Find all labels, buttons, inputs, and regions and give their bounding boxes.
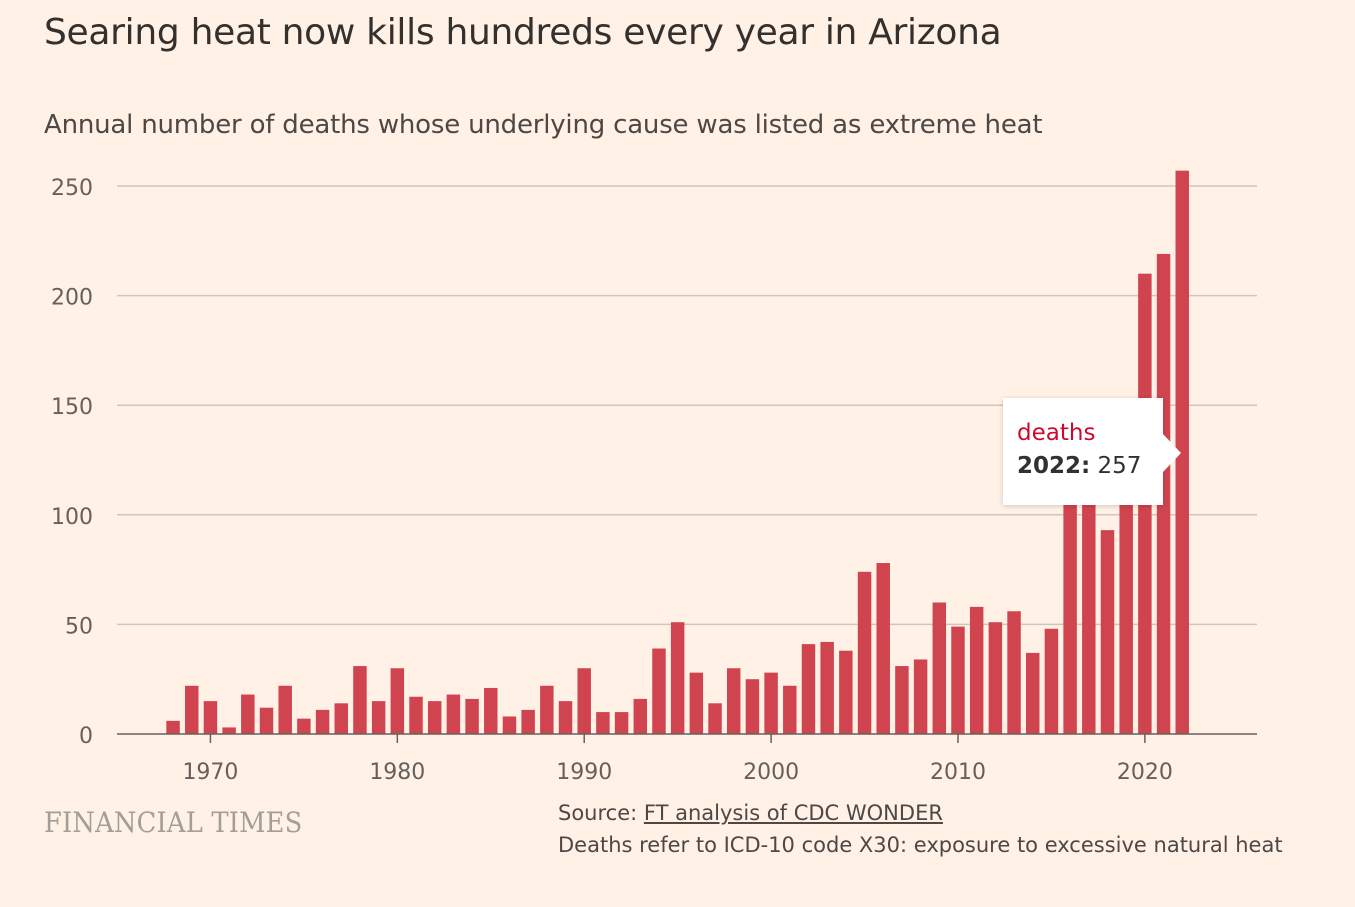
bar-2018 (1100, 530, 1115, 734)
bar-1992 (614, 712, 629, 734)
bar-2010 (951, 626, 965, 734)
bar-2013 (1007, 611, 1021, 734)
tooltip: deaths 2022: 257 (1003, 398, 1181, 505)
chart-title: Searing heat now kills hundreds every ye… (44, 12, 1002, 53)
bars (166, 170, 1189, 734)
bar-2007 (895, 666, 909, 734)
bar-1998 (726, 668, 741, 734)
bar-1982 (427, 701, 442, 734)
bar-1973 (259, 707, 274, 734)
bar-2008 (913, 659, 928, 734)
bar-2021 (1156, 253, 1171, 734)
y-tick-label-0: 0 (79, 724, 93, 749)
bar-2012 (988, 622, 1003, 734)
y-axis-labels: 0 50 100 150 200 250 (51, 176, 93, 749)
bar-2009 (932, 602, 947, 734)
x-tick-label-2010: 2010 (930, 760, 986, 785)
bar-2011 (969, 606, 984, 734)
bar-1979 (371, 701, 386, 734)
bar-1971 (222, 727, 236, 734)
bar-1981 (409, 696, 423, 734)
y-tick-label-50: 50 (65, 614, 93, 639)
bar-1987 (521, 709, 535, 734)
tooltip-year: 2022: (1017, 453, 1091, 479)
bar-1968 (166, 720, 180, 734)
bar-1990 (577, 668, 591, 734)
bar-1988 (540, 685, 554, 734)
bar-1975 (297, 718, 311, 734)
bar-2006 (876, 563, 890, 734)
bar-1995 (670, 622, 685, 734)
bar-2017 (1082, 492, 1096, 734)
y-tick-label-200: 200 (51, 286, 93, 311)
bar-2019 (1119, 492, 1133, 734)
bar-2000 (764, 672, 778, 734)
bar-1986 (502, 716, 517, 734)
y-tick-label-150: 150 (51, 395, 93, 420)
bar-1983 (446, 694, 461, 734)
bar-1974 (278, 685, 292, 734)
bar-2002 (801, 644, 816, 734)
tooltip-arrow (1163, 434, 1181, 472)
bar-1972 (241, 694, 255, 734)
bar-1996 (689, 672, 704, 734)
tooltip-value-line: 2022: 257 (1017, 448, 1149, 484)
bar-1997 (708, 703, 722, 734)
source-link[interactable]: FT analysis of CDC WONDER (643, 801, 943, 825)
tooltip-series-name: deaths (1017, 420, 1096, 446)
bar-2015 (1044, 628, 1059, 734)
y-tick-label-100: 100 (51, 505, 93, 530)
bar-1978 (353, 666, 367, 734)
x-tick-label-2020: 2020 (1117, 760, 1173, 785)
bar-2004 (839, 650, 853, 734)
bar-1969 (185, 685, 199, 734)
x-tick-label-1970: 1970 (182, 760, 238, 785)
bar-1989 (558, 701, 573, 734)
bar-1984 (465, 698, 479, 734)
x-tick-label-2000: 2000 (743, 760, 799, 785)
bar-2001 (783, 685, 797, 734)
bar-1991 (596, 712, 610, 734)
source-footnote: Deaths refer to ICD-10 code X30: exposur… (558, 833, 1283, 857)
bar-1976 (315, 709, 330, 734)
chart-subtitle: Annual number of deaths whose underlying… (44, 110, 1043, 140)
bar-1993 (633, 698, 648, 734)
bar-2014 (1026, 652, 1040, 734)
bar-1994 (652, 648, 666, 734)
tooltip-value: 257 (1097, 453, 1142, 479)
x-tick-label-1980: 1980 (369, 760, 425, 785)
x-tick-label-1990: 1990 (556, 760, 612, 785)
bar-1999 (745, 679, 760, 734)
bar-2003 (820, 641, 834, 734)
y-tick-label-250: 250 (51, 176, 93, 201)
bar-2005 (857, 571, 872, 734)
source-note: Source: FT analysis of CDC WONDER Deaths… (558, 797, 1283, 861)
ft-logo: FINANCIAL TIMES (44, 806, 303, 839)
bar-1985 (484, 687, 498, 734)
bar-2022 (1175, 170, 1189, 734)
bar-1980 (390, 668, 405, 734)
bar-1970 (203, 701, 218, 734)
x-axis: 1970 1980 1990 2000 2010 2020 (117, 733, 1257, 785)
bar-1977 (334, 703, 348, 734)
source-prefix: Source: (558, 801, 644, 825)
bar-2016 (1063, 492, 1077, 734)
